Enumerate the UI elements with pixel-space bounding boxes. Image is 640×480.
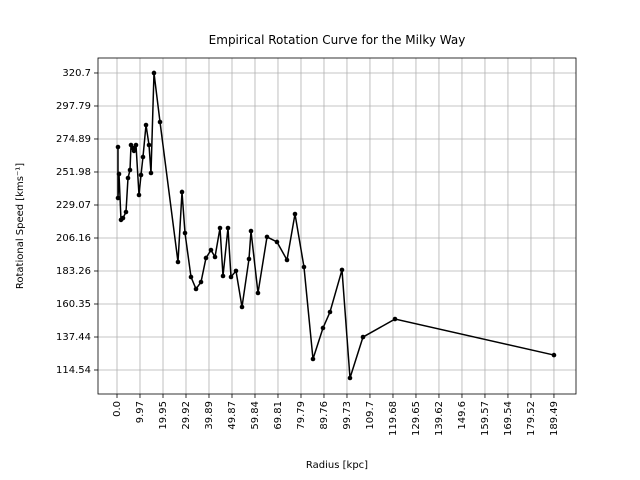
y-tick-label: 137.44 [56, 332, 91, 343]
data-point [208, 247, 214, 253]
data-point [246, 256, 252, 262]
data-point [179, 189, 185, 195]
data-point [198, 279, 204, 285]
x-tick-label: 119.68 [388, 401, 399, 436]
x-axis-label: Radius [kpc] [306, 460, 368, 471]
x-tick-label: 99.73 [342, 401, 353, 430]
x-tick-label: 59.84 [250, 401, 261, 430]
data-point [264, 234, 270, 240]
data-point [339, 267, 345, 273]
x-tick-label: 189.49 [549, 401, 560, 436]
data-point [347, 375, 353, 381]
data-point [239, 304, 245, 310]
data-point [310, 356, 316, 362]
y-axis-label: Rotational Speed [kms⁻¹] [15, 163, 26, 289]
data-point [133, 142, 139, 148]
y-tick-label: 251.98 [56, 167, 91, 178]
x-tick-label: 109.7 [365, 401, 376, 430]
data-point [327, 309, 333, 315]
data-point [138, 172, 144, 178]
data-point [115, 144, 121, 150]
data-point [225, 225, 231, 231]
y-tick-label: 274.89 [56, 134, 91, 145]
data-point [248, 228, 254, 234]
data-point [116, 171, 122, 177]
data-point [136, 192, 142, 198]
x-tick-label: 9.97 [135, 401, 146, 423]
y-tick-label: 206.16 [56, 233, 91, 244]
data-point [228, 274, 234, 280]
x-tick-label: 0.0 [112, 401, 123, 417]
data-point [551, 352, 557, 358]
data-point [123, 209, 129, 215]
data-point [157, 119, 163, 125]
y-tick-label: 320.7 [62, 68, 91, 79]
x-tick-label: 139.62 [434, 401, 445, 436]
x-tick-label: 19.95 [158, 401, 169, 430]
data-point [274, 239, 280, 245]
data-point [140, 154, 146, 160]
data-point [120, 215, 126, 221]
x-tick-label: 179.52 [526, 401, 537, 436]
x-tick-label: 39.89 [204, 401, 215, 430]
data-point [301, 264, 307, 270]
data-point [320, 325, 326, 331]
data-point [193, 286, 199, 292]
chart-title: Empirical Rotation Curve for the Milky W… [209, 33, 466, 47]
x-tick-label: 159.57 [480, 401, 491, 436]
x-tick-label: 149.6 [457, 401, 468, 430]
data-point [217, 225, 223, 231]
data-point [203, 255, 209, 261]
y-tick-label: 229.07 [56, 200, 91, 211]
data-point [146, 142, 152, 148]
data-point [182, 230, 188, 236]
y-tick-label: 183.26 [56, 266, 91, 277]
data-point [220, 273, 226, 279]
data-point [151, 70, 157, 76]
x-tick-label: 169.54 [503, 401, 514, 436]
data-point [360, 334, 366, 340]
plot-frame [97, 57, 577, 395]
data-point [131, 148, 137, 154]
x-tick-label: 89.76 [319, 401, 330, 430]
data-point [148, 170, 154, 176]
data-point [127, 167, 133, 173]
x-tick-label: 69.81 [273, 401, 284, 430]
data-line [117, 72, 555, 379]
y-tick-label: 114.54 [56, 365, 91, 376]
data-point [175, 259, 181, 265]
data-point [292, 211, 298, 217]
y-tick-label: 160.35 [56, 299, 91, 310]
data-point [125, 175, 131, 181]
y-tick-label: 297.79 [56, 101, 91, 112]
data-point [284, 257, 290, 263]
data-point [233, 268, 239, 274]
data-point [143, 122, 149, 128]
data-point [392, 316, 398, 322]
data-point [188, 274, 194, 280]
x-tick-label: 129.65 [411, 401, 422, 436]
data-point [115, 195, 121, 201]
x-tick-label: 49.87 [227, 401, 238, 430]
x-tick-label: 79.79 [296, 401, 307, 430]
data-point [212, 254, 218, 260]
x-tick-label: 29.92 [181, 401, 192, 430]
data-point [255, 290, 261, 296]
